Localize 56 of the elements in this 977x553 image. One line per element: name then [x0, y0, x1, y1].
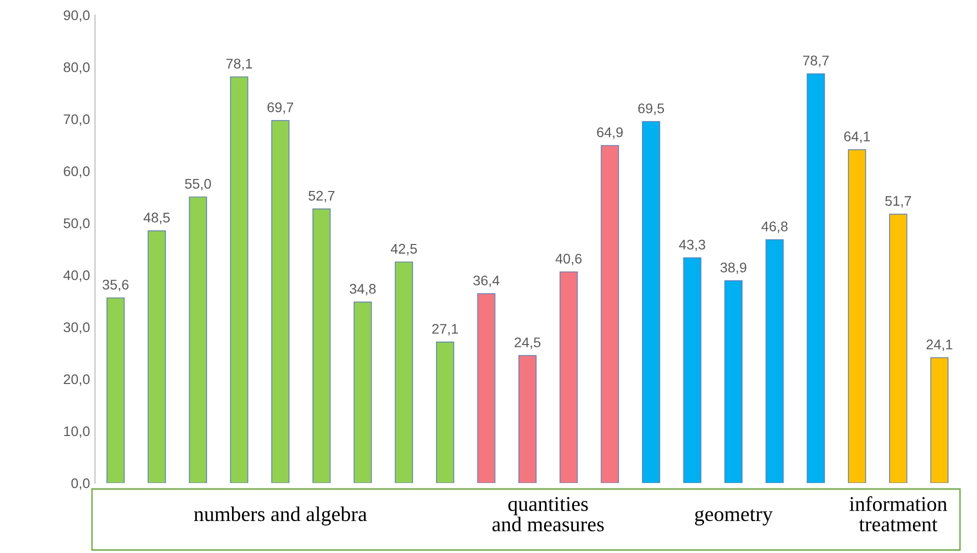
y-tick-label: 30,0 — [64, 322, 90, 334]
data-label: 40,6 — [555, 254, 582, 266]
data-label: 27,1 — [432, 324, 458, 336]
text: geometry — [695, 509, 773, 526]
bar — [848, 149, 866, 483]
data-label: 36,4 — [473, 276, 500, 288]
data-label: 35,6 — [102, 280, 128, 292]
data-label: 42,5 — [390, 244, 417, 256]
y-tick-label: 50,0 — [64, 218, 90, 230]
bar — [642, 121, 660, 483]
text: quantities and measures — [492, 497, 604, 532]
bar — [148, 230, 166, 483]
bar — [518, 355, 537, 483]
bar — [312, 208, 331, 483]
data-label: 69,7 — [268, 102, 294, 114]
y-tick-label: 0,0 — [71, 478, 90, 490]
bar — [394, 262, 413, 483]
text: information treatment — [849, 496, 948, 532]
bar — [560, 271, 578, 483]
bar — [477, 293, 496, 483]
y-tick-label: 90,0 — [64, 10, 90, 22]
bar — [188, 196, 208, 483]
bar — [436, 342, 454, 483]
bar — [930, 357, 948, 483]
data-label: 78,1 — [226, 58, 252, 70]
y-tick-label: 40,0 — [63, 270, 90, 282]
data-label: 64,1 — [844, 132, 870, 144]
bar — [271, 120, 290, 483]
y-tick-label: 60,0 — [64, 166, 90, 178]
text: numbers and algebra — [194, 506, 367, 526]
bar — [889, 214, 908, 483]
data-label: 34,8 — [350, 284, 376, 296]
data-label: 52,7 — [308, 190, 334, 202]
y-tick-label: 70,0 — [64, 114, 90, 126]
bar — [806, 73, 825, 483]
bar — [766, 239, 784, 483]
data-label: 38,9 — [720, 262, 746, 274]
data-label: 24,5 — [514, 337, 540, 349]
bar — [600, 145, 619, 483]
data-label: 64,9 — [597, 127, 623, 139]
bar — [230, 76, 248, 483]
y-tick-label: 20,0 — [64, 374, 90, 386]
data-label: 51,7 — [885, 196, 912, 208]
data-label: 43,3 — [679, 240, 706, 252]
data-label: 24,1 — [926, 340, 952, 352]
data-label: 78,7 — [803, 56, 829, 68]
data-label: 55,0 — [185, 178, 211, 190]
y-tick-label: 10,0 — [64, 426, 90, 438]
bar — [683, 257, 702, 483]
bar — [354, 302, 372, 483]
data-label: 46,8 — [761, 222, 788, 233]
data-label: 69,5 — [638, 103, 664, 115]
y-tick-label: 80,0 — [64, 62, 90, 74]
bar — [724, 280, 743, 483]
data-label: 48,5 — [144, 212, 170, 224]
bar — [106, 297, 125, 483]
